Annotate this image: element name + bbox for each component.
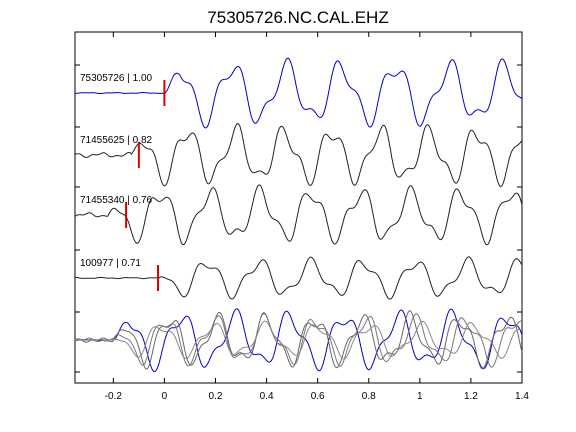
- x-tick-label: 1.4: [515, 391, 529, 402]
- trace-line: [75, 256, 523, 300]
- trace-line: [74, 122, 523, 188]
- x-tick-label: 0.6: [311, 391, 325, 402]
- trace-label: 100977 | 0.71: [80, 258, 141, 269]
- trace-line: [74, 184, 523, 246]
- x-tick-label: 1.2: [464, 391, 478, 402]
- trace-group: 75305726 | 1.00 71455625 | 0.82 71455340 |…: [74, 57, 523, 373]
- x-tick-label: -0.2: [105, 391, 123, 402]
- trace-line: [74, 57, 523, 129]
- x-tick-label: 0: [162, 391, 168, 402]
- trace-label: 71455625 | 0.82: [80, 135, 153, 146]
- overlay-trace-line: [75, 308, 523, 373]
- trace-label: 75305726 | 1.00: [80, 73, 153, 84]
- trace-label: 71455340 | 0.76: [80, 195, 153, 206]
- chart-title: 75305726.NC.CAL.EHZ: [207, 8, 388, 27]
- overlay-trace-line: [74, 310, 523, 370]
- overlay-trace-line: [75, 320, 523, 360]
- plot-area: [74, 31, 523, 384]
- x-tick-label: 0.8: [362, 391, 376, 402]
- tick-group: -0.2 0 0.2 0.4 0.6 0.8 1 1.2 1.4: [75, 32, 529, 402]
- x-tick-label: 0.4: [260, 391, 274, 402]
- x-tick-label: 0.2: [209, 391, 223, 402]
- x-tick-label: 1: [417, 391, 423, 402]
- overlay-trace-line: [74, 313, 523, 368]
